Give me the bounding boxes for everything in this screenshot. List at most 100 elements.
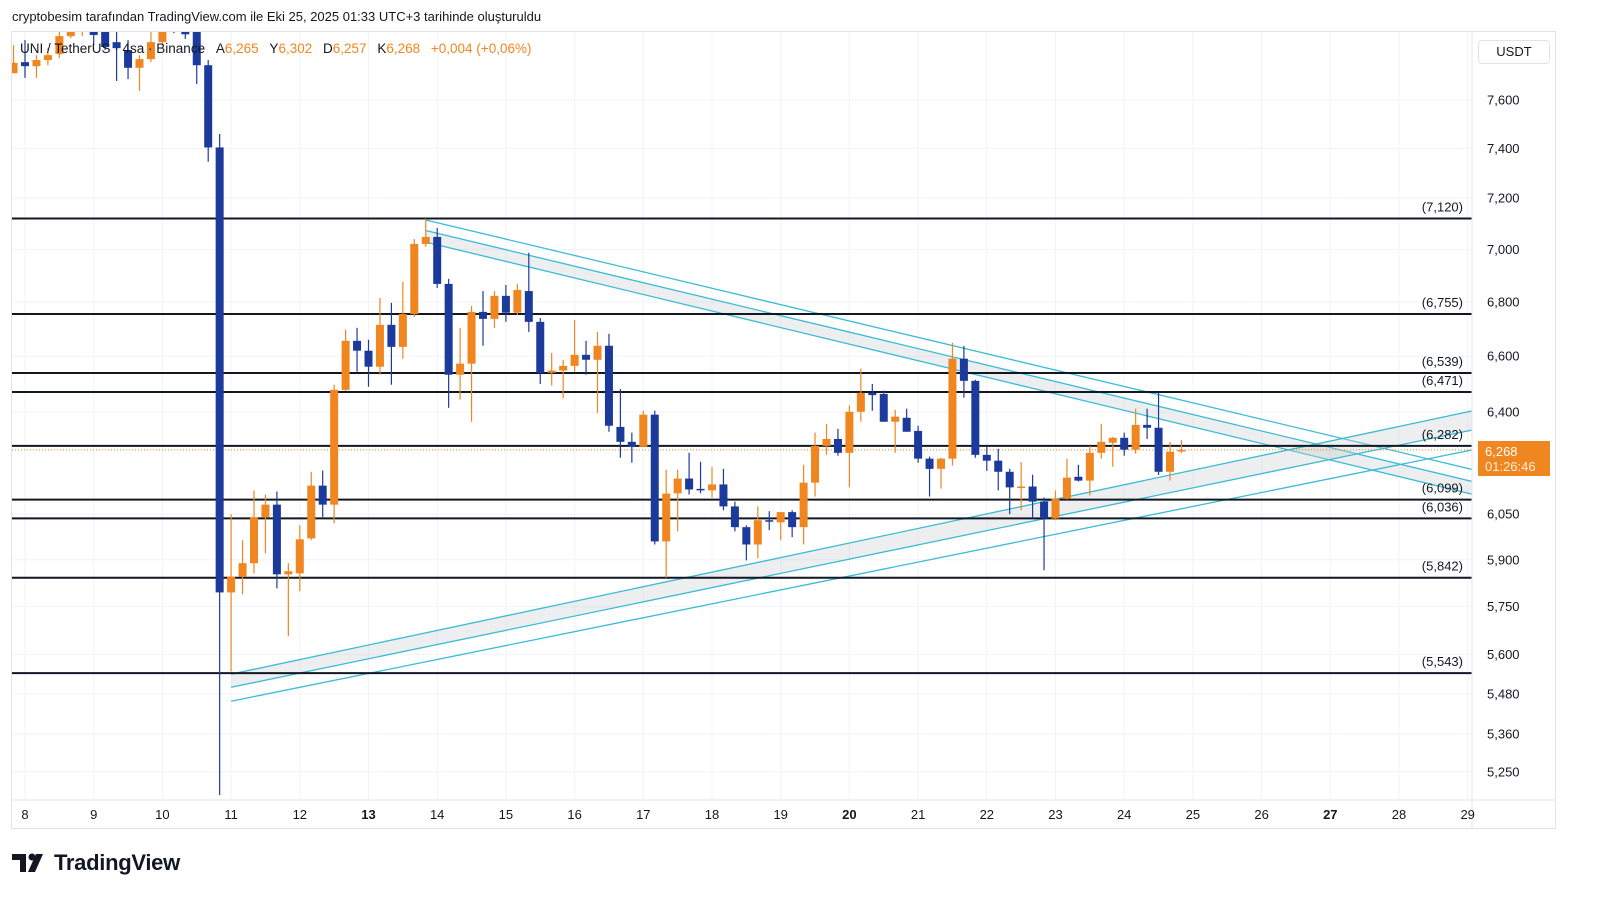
candle-up[interactable] <box>261 494 270 554</box>
candle-up[interactable] <box>811 432 820 497</box>
candle-down[interactable] <box>914 425 923 463</box>
candle-up[interactable] <box>55 28 64 59</box>
tradingview-logo[interactable]: TradingView <box>12 850 180 876</box>
candle-up[interactable] <box>559 359 568 399</box>
price-axis[interactable]: 7,600 7,400 7,200 7,000 6,800 6,600 6,400 6,050… <box>1487 93 1520 780</box>
candle-down[interactable] <box>1040 497 1049 571</box>
candle-down[interactable] <box>192 20 201 85</box>
candle-down[interactable] <box>982 446 991 471</box>
candle-down[interactable] <box>616 388 625 458</box>
candle-up[interactable] <box>570 319 579 372</box>
candle-up[interactable] <box>421 218 430 247</box>
candle-up[interactable] <box>845 405 854 488</box>
candle-down[interactable] <box>21 40 29 78</box>
candle-down[interactable] <box>604 333 613 432</box>
candle-up[interactable] <box>467 305 476 422</box>
candle-up[interactable] <box>708 466 716 498</box>
candle-up[interactable] <box>593 331 602 413</box>
candle-down[interactable] <box>181 21 190 39</box>
candle-up[interactable] <box>398 281 407 359</box>
candle-down[interactable] <box>1005 468 1014 515</box>
candle-up[interactable] <box>799 464 808 545</box>
candle-down[interactable] <box>742 525 751 561</box>
candle-down[interactable] <box>353 327 362 372</box>
candle-down[interactable] <box>902 408 911 432</box>
candle-down[interactable] <box>627 432 636 463</box>
candle-up[interactable] <box>1062 458 1071 500</box>
candle-down[interactable] <box>444 278 453 408</box>
candle-up[interactable] <box>66 25 75 38</box>
candle-up[interactable] <box>639 410 648 447</box>
candle-down[interactable] <box>101 20 110 51</box>
candle-up[interactable] <box>456 327 465 400</box>
candle-up[interactable] <box>238 540 247 595</box>
candle-down[interactable] <box>524 252 533 332</box>
candle-up[interactable] <box>43 48 52 66</box>
candle-up[interactable] <box>891 409 900 453</box>
candle-up[interactable] <box>32 55 41 78</box>
candle-up[interactable] <box>490 291 499 328</box>
candle-down[interactable] <box>788 510 797 538</box>
candle-up[interactable] <box>937 457 945 489</box>
candle-down[interactable] <box>765 511 774 531</box>
candle-down[interactable] <box>433 227 442 288</box>
candle-up[interactable] <box>1131 408 1140 454</box>
candle-up[interactable] <box>135 55 144 91</box>
candle-down[interactable] <box>170 16 178 34</box>
candle-down[interactable] <box>582 340 591 375</box>
time-axis[interactable]: 8 9 10 11 12 13 14 15 16 17 18 19 20 21 22 23 24 25 26 27 28… <box>21 807 1475 822</box>
candle-up[interactable] <box>753 506 762 559</box>
candle-down[interactable] <box>1028 474 1037 518</box>
candle-up[interactable] <box>662 469 671 578</box>
candle-up[interactable] <box>146 30 155 63</box>
candle-down[interactable] <box>833 428 842 456</box>
candle-down[interactable] <box>387 302 396 385</box>
candle-up[interactable] <box>1177 440 1186 454</box>
candle-up[interactable] <box>284 563 293 637</box>
candle-down[interactable] <box>650 410 659 545</box>
candle-down[interactable] <box>89 14 98 46</box>
candle-down[interactable] <box>204 60 213 162</box>
candle-down[interactable] <box>696 461 705 494</box>
channel-line[interactable] <box>230 449 1473 702</box>
candle-up[interactable] <box>10 45 18 74</box>
candle-down[interactable] <box>719 468 728 511</box>
candle-up[interactable] <box>78 22 86 37</box>
candle-up[interactable] <box>1108 436 1117 467</box>
candle-up[interactable] <box>295 525 304 592</box>
candle-up[interactable] <box>547 352 556 386</box>
candle-up[interactable] <box>227 514 236 672</box>
candle-down[interactable] <box>730 501 739 532</box>
candle-down[interactable] <box>112 25 121 81</box>
candle-up[interactable] <box>856 368 865 422</box>
candle-up[interactable] <box>307 471 316 541</box>
currency-button[interactable]: USDT <box>1478 40 1550 64</box>
candle-down[interactable] <box>124 40 133 80</box>
symbol-title[interactable]: UNI / TetherUS · 4sa · Binance <box>20 41 206 56</box>
candle-up[interactable] <box>673 469 682 532</box>
candle-up[interactable] <box>158 25 167 46</box>
candle-down[interactable] <box>318 470 327 518</box>
candle-down[interactable] <box>1120 432 1129 456</box>
candle-down[interactable] <box>364 339 373 387</box>
candle-down[interactable] <box>925 456 934 497</box>
channel-line[interactable] <box>425 229 1474 483</box>
candle-up[interactable] <box>1085 445 1094 496</box>
candle-down[interactable] <box>879 390 888 422</box>
candle-up[interactable] <box>341 329 350 391</box>
candle-down[interactable] <box>1143 408 1152 439</box>
candle-up[interactable] <box>1051 490 1060 521</box>
channel-line[interactable] <box>425 219 1474 471</box>
candle-up[interactable] <box>410 238 419 318</box>
candle-down[interactable] <box>1074 464 1083 482</box>
candle-up[interactable] <box>1097 423 1106 459</box>
candle-down[interactable] <box>685 452 694 495</box>
candle-down[interactable] <box>994 448 1003 491</box>
candle-up[interactable] <box>513 283 522 315</box>
candle-down[interactable] <box>971 379 980 458</box>
candle-down[interactable] <box>536 318 545 384</box>
candle-up[interactable] <box>1166 441 1174 481</box>
channel-line[interactable] <box>230 429 1473 688</box>
candle-up[interactable] <box>1017 461 1026 511</box>
